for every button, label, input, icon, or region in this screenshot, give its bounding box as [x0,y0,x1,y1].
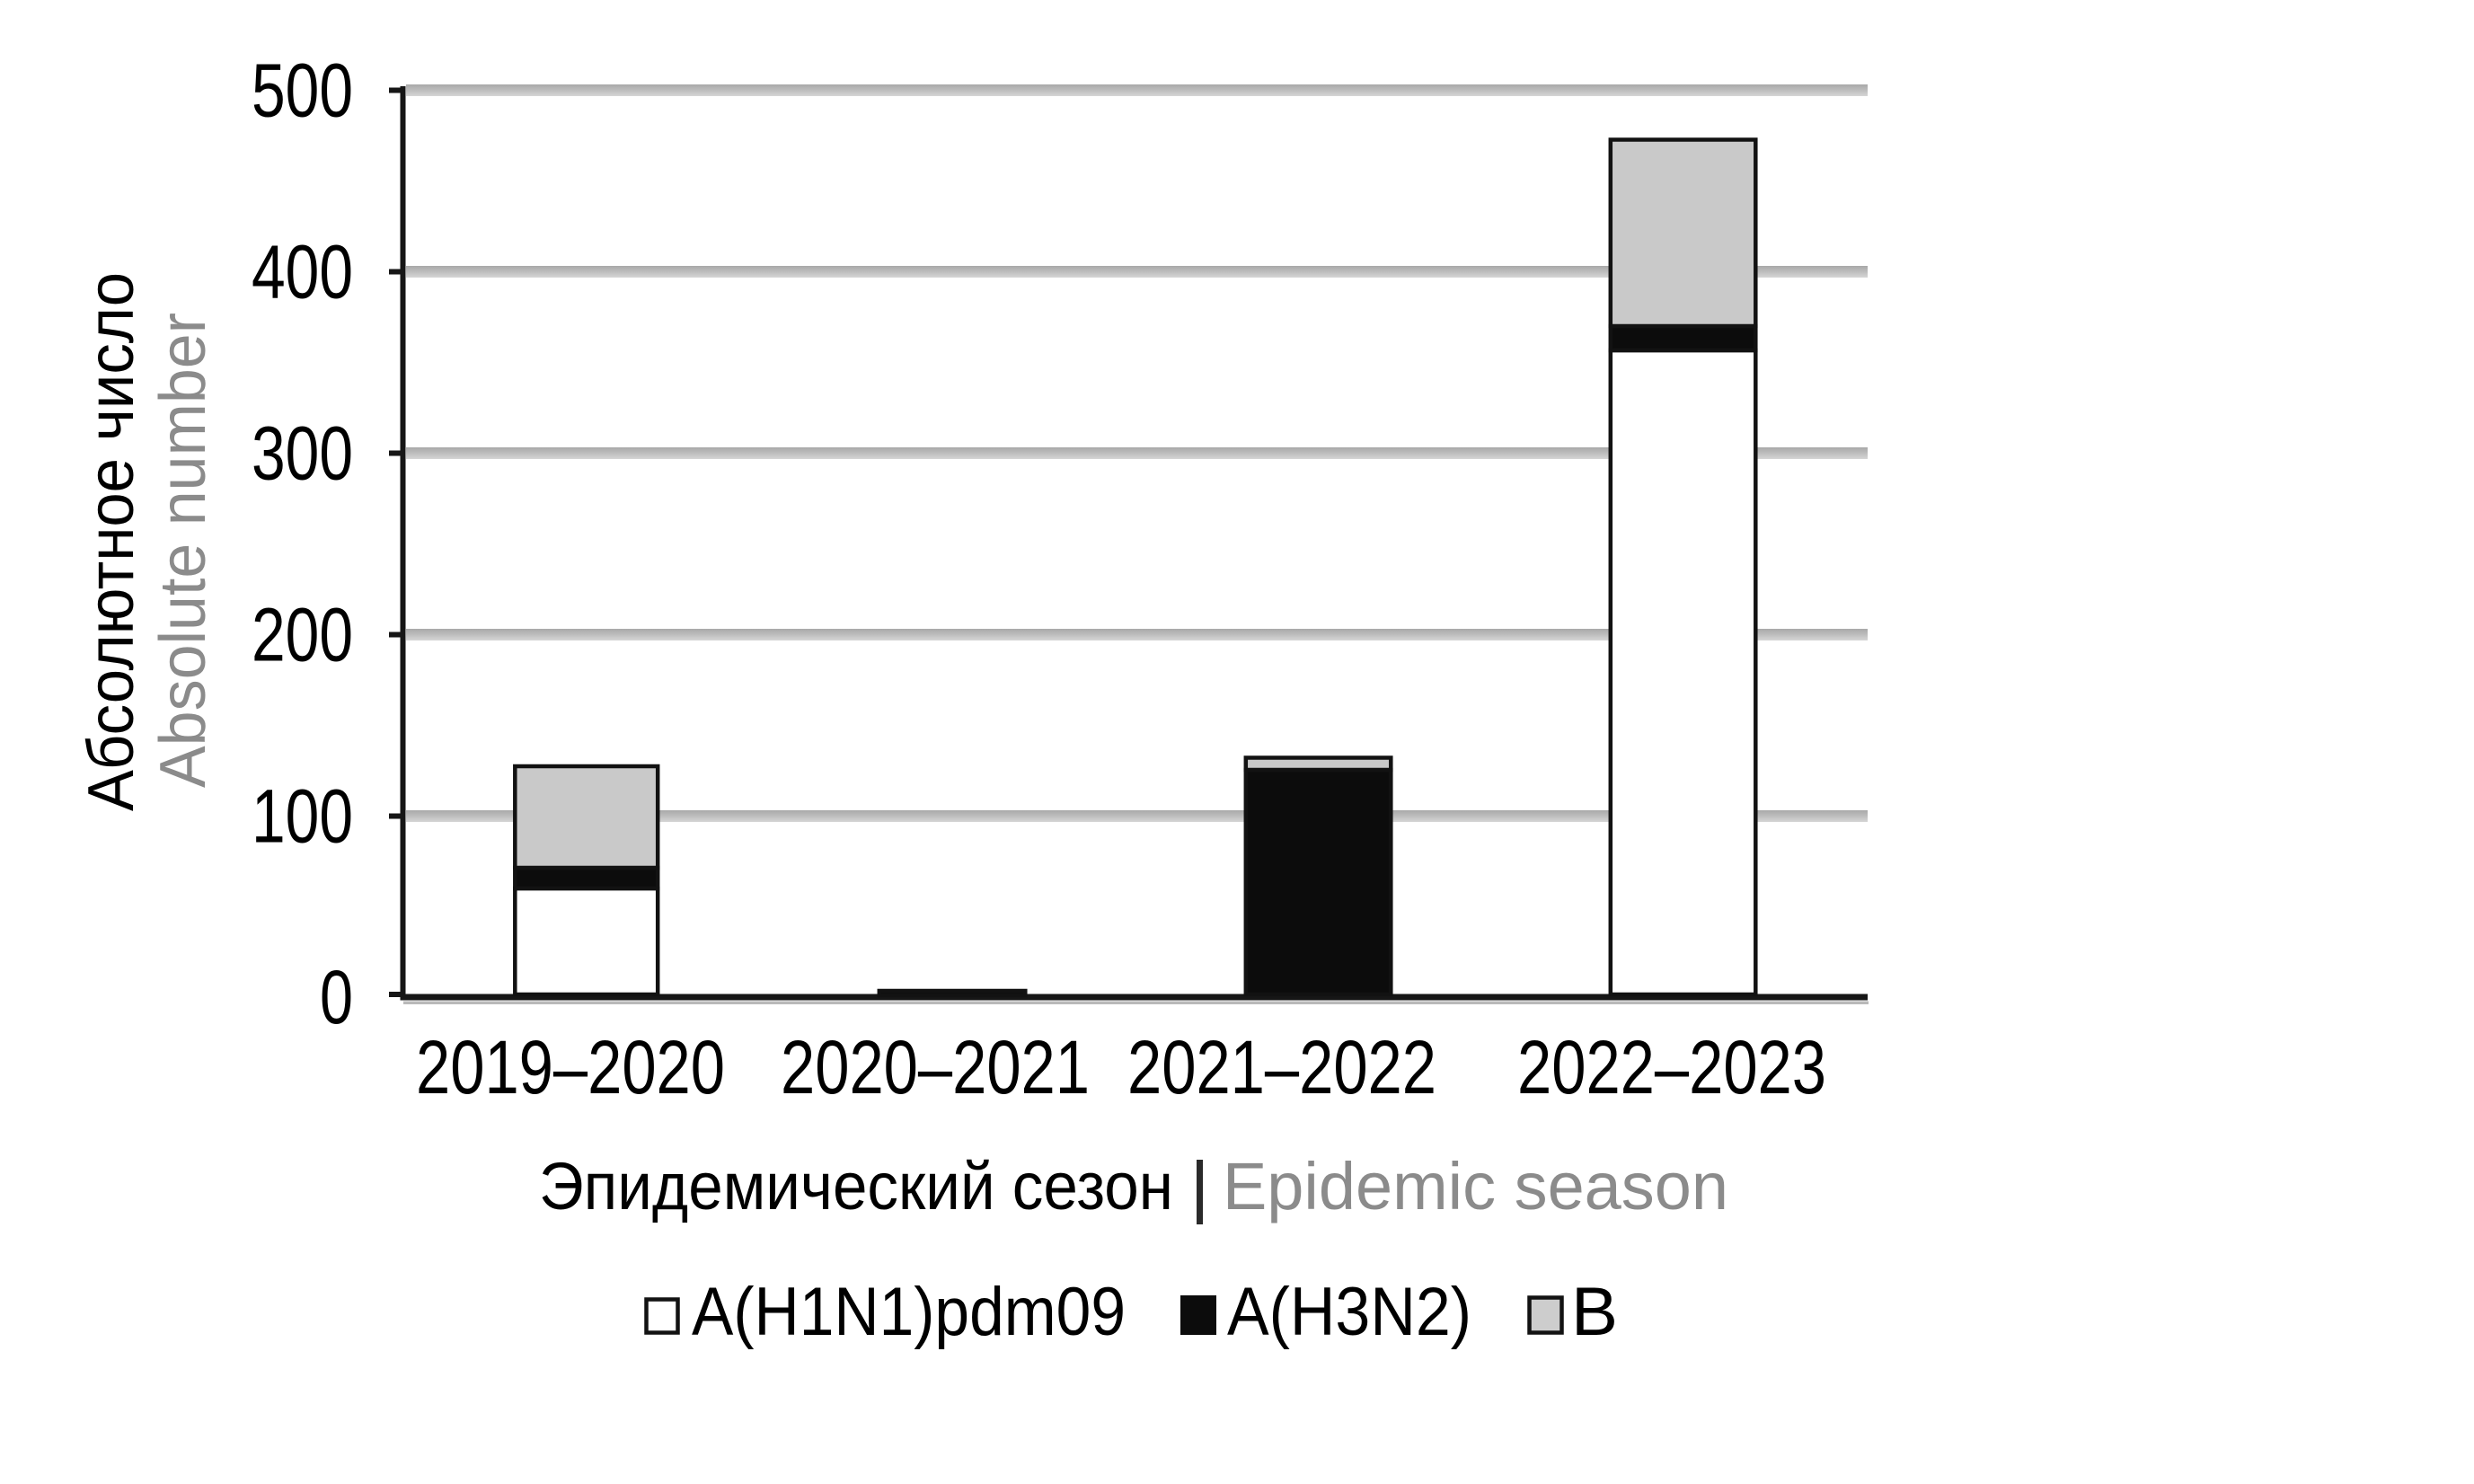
svg-text:Абсолютное число: Абсолютное число [75,272,147,811]
svg-text:Epidemic season: Epidemic season [1223,1149,1728,1223]
svg-text:A(H3N2): A(H3N2) [1227,1274,1471,1350]
svg-text:2019–2020: 2019–2020 [416,1025,725,1109]
svg-text:Absolute number: Absolute number [147,313,219,788]
svg-text:200: 200 [252,593,353,677]
svg-text:B: B [1571,1274,1618,1350]
svg-text:Эпидемический сезон: Эпидемический сезон [539,1149,1173,1223]
svg-text:300: 300 [252,411,353,496]
svg-text:0: 0 [320,955,353,1039]
svg-text:2022–2023: 2022–2023 [1517,1025,1826,1109]
svg-text:2021–2022: 2021–2022 [1127,1025,1436,1109]
svg-text:100: 100 [252,774,353,859]
svg-text:A(H1N1)pdm09: A(H1N1)pdm09 [692,1274,1126,1350]
svg-text:2020–2021: 2020–2021 [781,1025,1090,1109]
svg-text:400: 400 [252,230,353,314]
svg-text:500: 500 [252,49,353,133]
